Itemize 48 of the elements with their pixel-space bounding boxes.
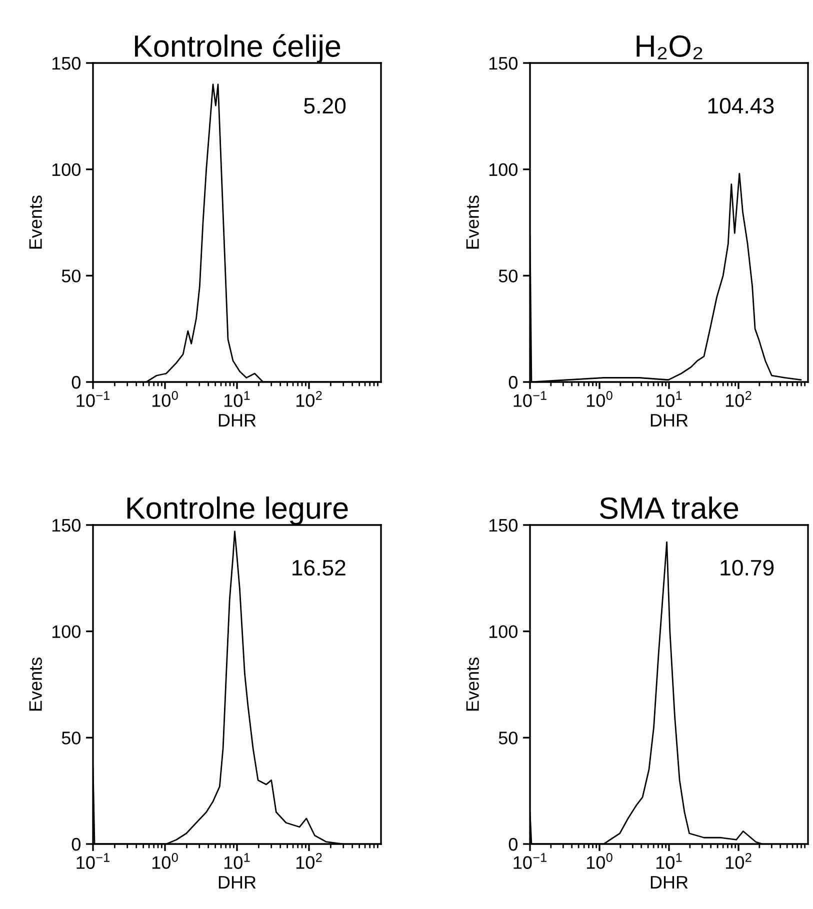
x-tick-label: 10$^{1}$ [224,391,250,407]
x-tick-label: 10$^{−1}$ [514,391,546,407]
y-tick-label: 150 [52,518,80,532]
x-axis-title: DHR [650,414,688,426]
x-tick-label: 10$^{0}$ [152,391,178,407]
x-tick-label: 10$^{2}$ [726,391,752,407]
y-axis-title: Events [29,658,42,711]
y-axis-title: Events [466,658,479,711]
x-tick-label: 10$^{−1}$ [76,853,110,869]
y-tick-label: 150 [489,56,518,70]
x-tick-label: 10$^{2}$ [726,853,752,869]
chart-title: Kontrolne ćelije [135,34,340,63]
y-tick-label: 0 [72,376,80,389]
y-tick-label: 150 [52,56,80,70]
x-tick-label: 10$^{1}$ [656,853,682,869]
x-tick-label: 10$^{1}$ [224,853,250,869]
x-tick-label: 10$^{0}$ [586,853,612,869]
x-tick-label: 10$^{2}$ [296,391,322,407]
x-tick-label: 10$^{−1}$ [76,391,110,407]
y-tick-label: 50 [62,732,80,744]
y-axis-title: Events [466,196,479,249]
x-tick-label: 10$^{−1}$ [514,853,546,869]
x-tick-label: 10$^{0}$ [152,853,178,869]
x-tick-label: 10$^{1}$ [656,391,682,407]
y-tick-label: 0 [508,376,518,389]
chart-title: H₂O₂ [636,35,702,60]
x-tick-label: 10$^{2}$ [296,853,322,869]
chart-title: SMA trake [600,496,738,519]
x-axis-title: DHR [218,876,256,888]
y-tick-label: 100 [52,163,80,176]
x-tick-label: 10$^{0}$ [586,391,612,407]
y-tick-label: 100 [489,625,518,638]
x-axis-title: DHR [650,876,688,888]
y-tick-label: 100 [52,625,80,638]
x-axis-title: DHR [218,414,256,426]
y-tick-label: 50 [498,732,518,744]
y-tick-label: 150 [489,518,518,532]
annotation: 5.20 [304,98,346,114]
y-tick-label: 0 [72,838,80,851]
annotation: 16.52 [292,560,346,576]
y-tick-label: 50 [498,270,518,282]
y-axis-title: Events [29,196,42,249]
y-tick-label: 50 [62,270,80,282]
chart-title: Kontrolne legure [127,496,348,525]
annotation: 104.43 [708,98,774,114]
y-tick-label: 0 [508,838,518,851]
y-tick-label: 100 [489,163,518,176]
annotation: 10.79 [720,560,774,576]
